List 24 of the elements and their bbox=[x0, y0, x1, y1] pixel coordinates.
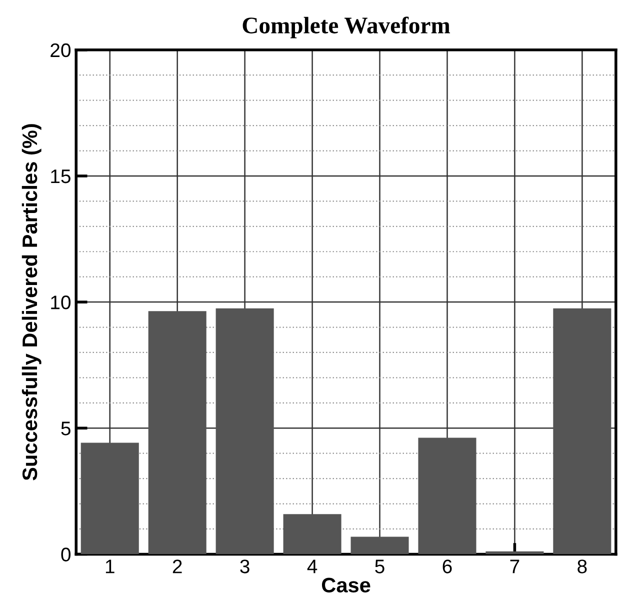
bar bbox=[148, 311, 206, 554]
bar bbox=[80, 442, 139, 554]
chart-title: Complete Waveform bbox=[242, 16, 450, 38]
y-tick-label: 0 bbox=[61, 548, 71, 562]
y-tick-label: 20 bbox=[50, 43, 71, 58]
bar bbox=[216, 308, 274, 554]
bar bbox=[350, 536, 409, 554]
y-tick-label: 15 bbox=[51, 170, 70, 184]
bar bbox=[418, 438, 476, 554]
x-tick-label: 6 bbox=[442, 560, 452, 574]
x-axis-title: Case bbox=[322, 578, 370, 592]
x-tick-label: 7 bbox=[510, 560, 520, 574]
y-axis-title: Successfully Delivered Particles (%) bbox=[22, 124, 42, 480]
x-tick-label: 3 bbox=[240, 560, 250, 574]
x-tick-label: 4 bbox=[307, 560, 318, 574]
x-tick-label: 1 bbox=[106, 560, 114, 574]
bar bbox=[553, 308, 612, 554]
y-tick-label: 10 bbox=[51, 296, 71, 310]
bar bbox=[486, 551, 544, 554]
x-tick-label: 2 bbox=[172, 560, 182, 574]
x-tick-label: 5 bbox=[375, 560, 384, 574]
x-tick-label: 8 bbox=[578, 560, 587, 574]
bar bbox=[283, 514, 342, 554]
y-tick-label: 5 bbox=[61, 422, 70, 436]
